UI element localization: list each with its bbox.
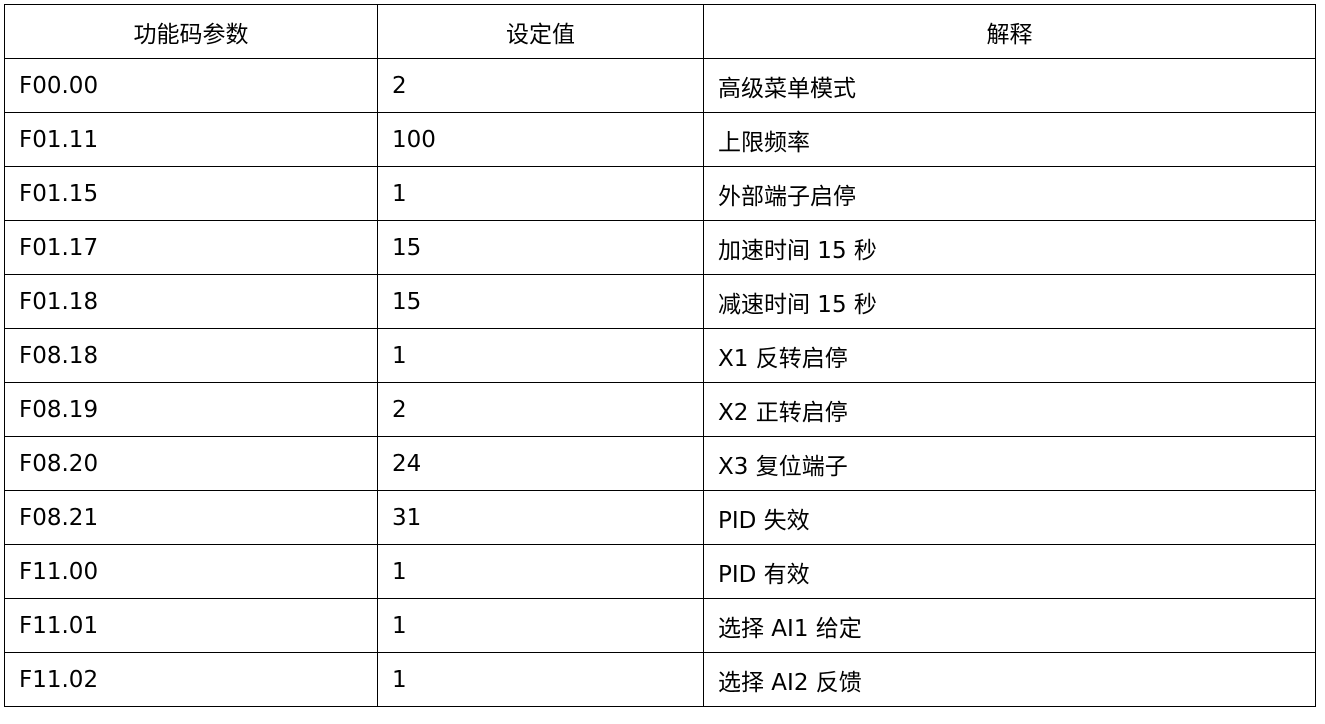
table-row: F08.18 1 X1 反转启停 — [4, 328, 1316, 383]
function-code-cell: F00.00 — [4, 58, 378, 113]
table-row: F08.20 24 X3 复位端子 — [4, 436, 1316, 491]
explanation-cell: 选择 AI1 给定 — [703, 598, 1316, 653]
setting-value-cell: 1 — [377, 652, 704, 707]
function-code-cell: F08.20 — [4, 436, 378, 491]
explanation-cell: PID 失效 — [703, 490, 1316, 545]
explanation-cell: 高级菜单模式 — [703, 58, 1316, 113]
setting-value-cell: 2 — [377, 382, 704, 437]
function-code-cell: F01.17 — [4, 220, 378, 275]
explanation-cell: PID 有效 — [703, 544, 1316, 599]
explanation-cell: 外部端子启停 — [703, 166, 1316, 221]
setting-value-cell: 1 — [377, 166, 704, 221]
table-row: F11.00 1 PID 有效 — [4, 544, 1316, 599]
setting-value-cell: 1 — [377, 598, 704, 653]
function-code-cell: F01.15 — [4, 166, 378, 221]
explanation-cell: 上限频率 — [703, 112, 1316, 167]
explanation-cell: X3 复位端子 — [703, 436, 1316, 491]
function-code-cell: F08.19 — [4, 382, 378, 437]
function-code-cell: F11.00 — [4, 544, 378, 599]
setting-value-cell: 1 — [377, 328, 704, 383]
setting-value-cell: 2 — [377, 58, 704, 113]
table-row: F11.01 1 选择 AI1 给定 — [4, 598, 1316, 653]
function-code-cell: F11.02 — [4, 652, 378, 707]
setting-value-cell: 1 — [377, 544, 704, 599]
header-function-code: 功能码参数 — [4, 4, 378, 59]
function-code-cell: F08.21 — [4, 490, 378, 545]
explanation-cell: X1 反转启停 — [703, 328, 1316, 383]
table-row: F01.18 15 减速时间 15 秒 — [4, 274, 1316, 329]
explanation-cell: X2 正转启停 — [703, 382, 1316, 437]
explanation-cell: 加速时间 15 秒 — [703, 220, 1316, 275]
setting-value-cell: 15 — [377, 274, 704, 329]
table-row: F00.00 2 高级菜单模式 — [4, 58, 1316, 113]
header-setting-value: 设定值 — [377, 4, 704, 59]
table-row: F01.15 1 外部端子启停 — [4, 166, 1316, 221]
function-code-cell: F01.18 — [4, 274, 378, 329]
explanation-cell: 减速时间 15 秒 — [703, 274, 1316, 329]
function-code-cell: F08.18 — [4, 328, 378, 383]
function-code-cell: F01.11 — [4, 112, 378, 167]
table-row: F11.02 1 选择 AI2 反馈 — [4, 652, 1316, 707]
table-row: F01.17 15 加速时间 15 秒 — [4, 220, 1316, 275]
table-row: F08.19 2 X2 正转启停 — [4, 382, 1316, 437]
explanation-cell: 选择 AI2 反馈 — [703, 652, 1316, 707]
setting-value-cell: 31 — [377, 490, 704, 545]
table-row: F01.11 100 上限频率 — [4, 112, 1316, 167]
function-code-cell: F11.01 — [4, 598, 378, 653]
setting-value-cell: 24 — [377, 436, 704, 491]
header-explanation: 解释 — [703, 4, 1316, 59]
setting-value-cell: 15 — [377, 220, 704, 275]
setting-value-cell: 100 — [377, 112, 704, 167]
parameter-table: 功能码参数 设定值 解释 F00.00 2 高级菜单模式 F01.11 100 上限频率 F… — [4, 4, 1316, 707]
table-row: F08.21 31 PID 失效 — [4, 490, 1316, 545]
header-row: 功能码参数 设定值 解释 — [4, 4, 1316, 59]
